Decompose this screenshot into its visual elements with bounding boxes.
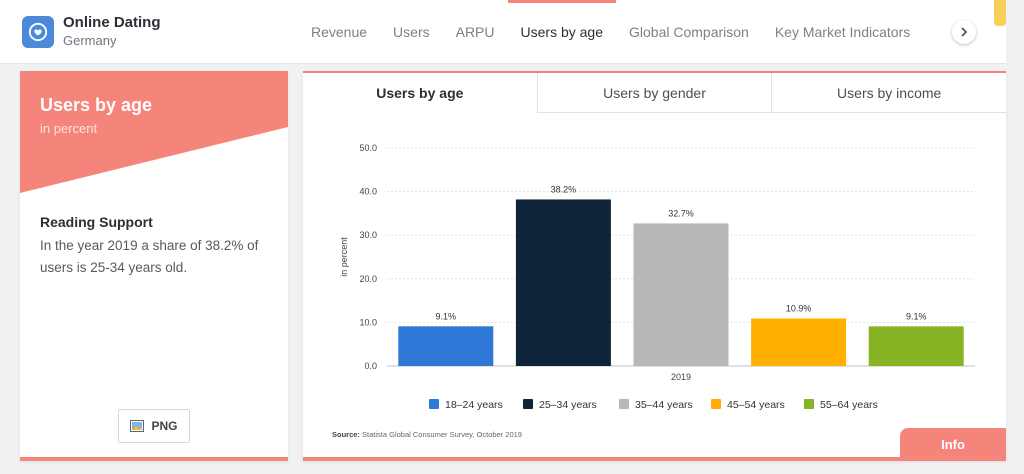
users-by-age-chart: 0.0 10.0 20.0 30.0 40.0 50.0 in percent 9.1% 38.… bbox=[339, 143, 975, 411]
legend-label: 18–24 years bbox=[445, 399, 503, 411]
nav-item-key-market-indicators[interactable]: Key Market Indicators bbox=[774, 24, 911, 40]
chevron-right-icon bbox=[961, 27, 968, 37]
market-nav: Revenue Users ARPU Users by age Global C… bbox=[298, 0, 923, 64]
page-edge bbox=[1006, 0, 1024, 474]
y-tick-label: 0.0 bbox=[364, 361, 377, 371]
bar-55-64 bbox=[868, 326, 964, 366]
top-bar: Online Dating Germany Revenue Users ARPU… bbox=[0, 0, 1024, 64]
legend-swatch bbox=[619, 399, 629, 409]
data-label: 9.1% bbox=[436, 311, 457, 321]
y-tick-label: 10.0 bbox=[359, 317, 377, 327]
y-axis-label: in percent bbox=[339, 237, 349, 277]
card-subtitle: in percent bbox=[40, 121, 98, 136]
corner-accent bbox=[994, 0, 1006, 26]
image-file-icon bbox=[130, 420, 145, 432]
bar-45-54 bbox=[751, 318, 847, 366]
legend-label: 35–44 years bbox=[635, 399, 693, 411]
data-label: 10.9% bbox=[786, 303, 812, 313]
chart-tabs: Users by age Users by gender Users by in… bbox=[303, 73, 1007, 113]
tab-users-by-gender[interactable]: Users by gender bbox=[536, 73, 772, 113]
bar-25-34 bbox=[515, 199, 611, 366]
y-tick-label: 40.0 bbox=[359, 187, 377, 197]
data-label: 32.7% bbox=[668, 208, 694, 218]
legend-swatch bbox=[804, 399, 814, 409]
chart-source: Source: Statista Global Consumer Survey,… bbox=[332, 430, 522, 439]
data-label: 9.1% bbox=[906, 311, 927, 321]
x-tick-label: 2019 bbox=[671, 372, 691, 382]
tab-users-by-income[interactable]: Users by income bbox=[771, 73, 1007, 113]
card-hero-background bbox=[20, 71, 288, 193]
y-tick-label: 50.0 bbox=[359, 143, 377, 153]
reading-support-title: Reading Support bbox=[40, 214, 153, 230]
reading-support-card: Users by age in percent Reading Support … bbox=[20, 71, 288, 461]
source-label: Source: bbox=[332, 430, 360, 439]
data-label: 38.2% bbox=[551, 184, 577, 194]
reading-support-text: In the year 2019 a share of 38.2% of use… bbox=[40, 238, 259, 275]
legend-swatch bbox=[711, 399, 721, 409]
legend-label: 55–64 years bbox=[820, 399, 878, 411]
legend-swatch bbox=[429, 399, 439, 409]
app-subtitle: Germany bbox=[63, 33, 117, 48]
png-download-button[interactable]: PNG bbox=[118, 409, 190, 443]
legend-label: 45–54 years bbox=[727, 399, 785, 411]
png-label: PNG bbox=[151, 419, 178, 433]
y-tick-label: 30.0 bbox=[359, 230, 377, 240]
info-button[interactable]: Info bbox=[900, 428, 1006, 461]
online-dating-app-icon bbox=[22, 16, 54, 48]
nav-item-arpu[interactable]: ARPU bbox=[455, 24, 495, 40]
nav-item-users[interactable]: Users bbox=[393, 24, 430, 40]
tab-users-by-age[interactable]: Users by age bbox=[303, 73, 537, 113]
nav-item-revenue[interactable]: Revenue bbox=[311, 24, 368, 40]
card-title: Users by age bbox=[40, 95, 153, 115]
bar-18-24 bbox=[398, 326, 494, 366]
nav-next-button[interactable] bbox=[952, 20, 976, 44]
app-title: Online Dating bbox=[63, 14, 161, 31]
source-text: Statista Global Consumer Survey, October… bbox=[362, 430, 522, 439]
legend-swatch bbox=[523, 399, 533, 409]
nav-item-users-by-age[interactable]: Users by age bbox=[507, 0, 616, 64]
nav-item-global-comparison[interactable]: Global Comparison bbox=[629, 24, 749, 40]
legend-label: 25–34 years bbox=[539, 399, 597, 411]
y-tick-label: 20.0 bbox=[359, 274, 377, 284]
bar-35-44 bbox=[633, 223, 729, 366]
chart-card: Users by age Users by gender Users by in… bbox=[303, 71, 1007, 461]
